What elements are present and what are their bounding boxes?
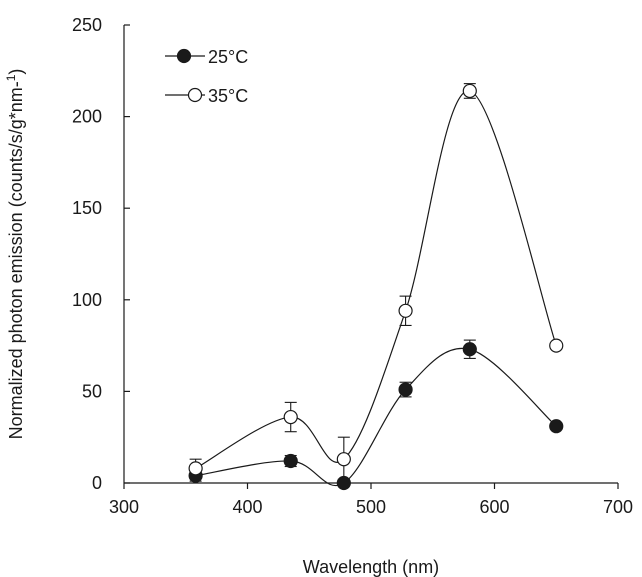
series-lines	[195, 90, 557, 487]
x-tick-label: 400	[232, 497, 262, 517]
legend: 25°C 35°C	[165, 47, 248, 106]
data-point-25c	[283, 453, 298, 469]
y-tick-label: 200	[72, 107, 102, 127]
data-point-35c	[188, 461, 203, 476]
data-point-35c	[336, 452, 351, 467]
y-ticks: 0 50 100 150 200 250	[72, 15, 130, 493]
x-tick-label: 300	[109, 497, 139, 517]
y-tick-label: 50	[82, 381, 102, 401]
data-point-35c	[283, 409, 298, 425]
y-axis-title-main: Normalized photon emission (counts/s/g*n…	[6, 81, 26, 439]
series-line-25c	[195, 347, 557, 487]
data-point-25c	[462, 342, 477, 357]
y-axis-title: Normalized photon emission (counts/s/g*n…	[4, 69, 26, 440]
y-tick-label: 0	[92, 473, 102, 493]
x-tick-label: 600	[479, 497, 509, 517]
data-point-35c	[398, 303, 413, 318]
y-axis-title-close: )	[6, 69, 26, 75]
data-point-35c	[549, 338, 564, 353]
data-point-35c	[462, 83, 477, 99]
x-ticks: 300 400 500 600 700	[109, 483, 633, 517]
data-point-25c	[398, 382, 413, 397]
y-tick-label: 250	[72, 15, 102, 35]
x-tick-label: 500	[356, 497, 386, 517]
x-axis-title: Wavelength (nm)	[303, 557, 439, 577]
legend-item-35c: 35°C	[165, 86, 248, 106]
y-axis-title-superscript: 1	[4, 74, 18, 81]
data-point-25c	[549, 419, 564, 434]
legend-item-25c: 25°C	[165, 47, 248, 67]
y-tick-label: 150	[72, 198, 102, 218]
legend-marker-filled-circle	[176, 48, 192, 64]
y-tick-label: 100	[72, 290, 102, 310]
x-tick-label: 700	[603, 497, 633, 517]
error-bars	[189, 83, 563, 484]
legend-marker-open-circle	[187, 87, 203, 103]
data-point-25c	[336, 475, 351, 491]
series-line-35c	[195, 90, 557, 469]
data-points	[188, 83, 564, 491]
legend-label-25c: 25°C	[208, 47, 248, 67]
legend-label-35c: 35°C	[208, 86, 248, 106]
